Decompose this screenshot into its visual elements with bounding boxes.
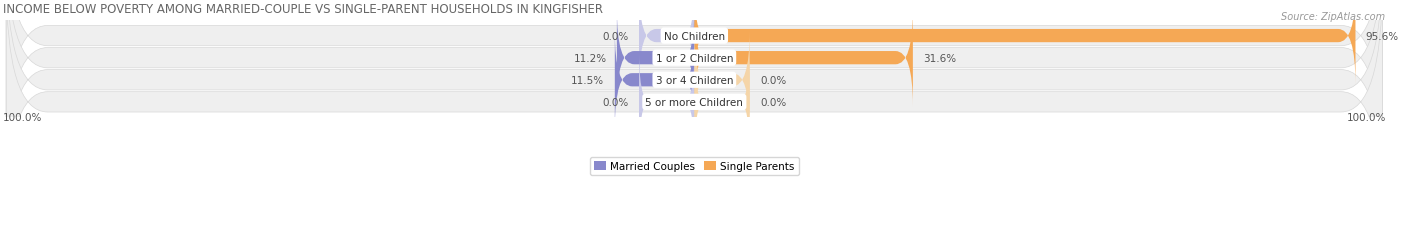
FancyBboxPatch shape: [6, 0, 1382, 202]
FancyBboxPatch shape: [6, 0, 1382, 180]
FancyBboxPatch shape: [695, 54, 749, 151]
Text: 0.0%: 0.0%: [761, 76, 786, 85]
FancyBboxPatch shape: [617, 10, 695, 107]
FancyBboxPatch shape: [6, 0, 1382, 224]
Text: 11.2%: 11.2%: [574, 53, 606, 63]
FancyBboxPatch shape: [695, 10, 912, 107]
FancyBboxPatch shape: [638, 54, 695, 151]
Text: 0.0%: 0.0%: [602, 97, 628, 107]
Text: 100.0%: 100.0%: [1347, 112, 1386, 122]
Text: 5 or more Children: 5 or more Children: [645, 97, 744, 107]
FancyBboxPatch shape: [614, 32, 695, 129]
Text: 3 or 4 Children: 3 or 4 Children: [655, 76, 733, 85]
FancyBboxPatch shape: [695, 0, 1355, 85]
Text: 95.6%: 95.6%: [1365, 31, 1399, 41]
Text: 0.0%: 0.0%: [602, 31, 628, 41]
FancyBboxPatch shape: [695, 32, 749, 129]
Text: Source: ZipAtlas.com: Source: ZipAtlas.com: [1281, 12, 1385, 21]
Text: 31.6%: 31.6%: [924, 53, 956, 63]
Text: No Children: No Children: [664, 31, 725, 41]
Text: 0.0%: 0.0%: [761, 97, 786, 107]
FancyBboxPatch shape: [6, 0, 1382, 158]
Text: 100.0%: 100.0%: [3, 112, 42, 122]
FancyBboxPatch shape: [638, 0, 695, 85]
Text: INCOME BELOW POVERTY AMONG MARRIED-COUPLE VS SINGLE-PARENT HOUSEHOLDS IN KINGFIS: INCOME BELOW POVERTY AMONG MARRIED-COUPL…: [3, 3, 603, 16]
Text: 1 or 2 Children: 1 or 2 Children: [655, 53, 733, 63]
Text: 11.5%: 11.5%: [571, 76, 605, 85]
Legend: Married Couples, Single Parents: Married Couples, Single Parents: [589, 157, 799, 176]
